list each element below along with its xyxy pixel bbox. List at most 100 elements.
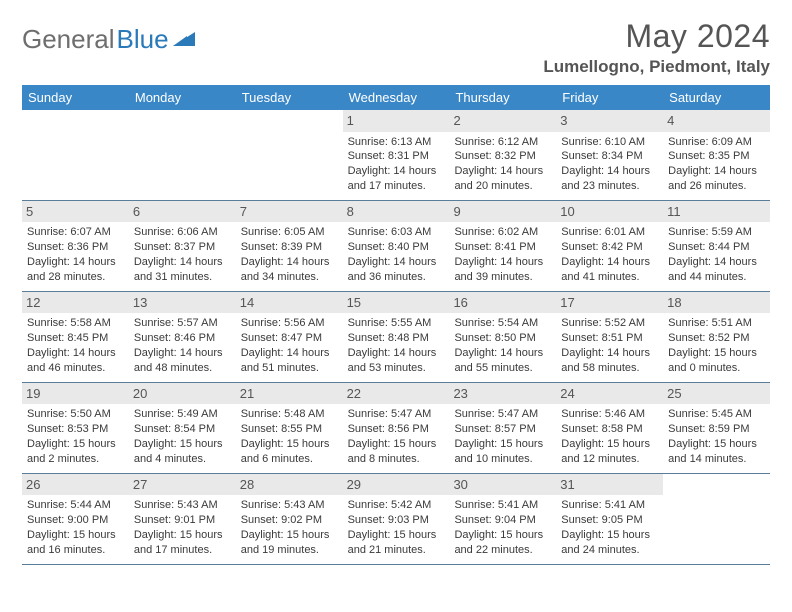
- logo-text-2: Blue: [117, 24, 169, 55]
- day-number: 30: [449, 474, 556, 496]
- day-number: 21: [236, 383, 343, 405]
- day-header: Tuesday: [236, 85, 343, 110]
- day-cell: 14Sunrise: 5:56 AMSunset: 8:47 PMDayligh…: [236, 292, 343, 382]
- calendar-page: GeneralBlue May 2024 Lumellogno, Piedmon…: [0, 0, 792, 575]
- logo-triangle-icon: [173, 28, 195, 51]
- week-row: 19Sunrise: 5:50 AMSunset: 8:53 PMDayligh…: [22, 383, 770, 474]
- day-number: 11: [663, 201, 770, 223]
- day-number: 19: [22, 383, 129, 405]
- day-info: Sunrise: 5:43 AMSunset: 9:01 PMDaylight:…: [134, 498, 231, 557]
- day-header: Monday: [129, 85, 236, 110]
- day-cell: 26Sunrise: 5:44 AMSunset: 9:00 PMDayligh…: [22, 474, 129, 564]
- day-number: 22: [343, 383, 450, 405]
- day-number: 10: [556, 201, 663, 223]
- day-cell: 10Sunrise: 6:01 AMSunset: 8:42 PMDayligh…: [556, 201, 663, 291]
- day-info: Sunrise: 6:03 AMSunset: 8:40 PMDaylight:…: [348, 225, 445, 284]
- day-info: Sunrise: 5:47 AMSunset: 8:56 PMDaylight:…: [348, 407, 445, 466]
- day-info: Sunrise: 5:56 AMSunset: 8:47 PMDaylight:…: [241, 316, 338, 375]
- day-info: Sunrise: 5:41 AMSunset: 9:04 PMDaylight:…: [454, 498, 551, 557]
- day-number: 20: [129, 383, 236, 405]
- day-number: 31: [556, 474, 663, 496]
- day-number: 28: [236, 474, 343, 496]
- day-info: Sunrise: 6:09 AMSunset: 8:35 PMDaylight:…: [668, 135, 765, 194]
- day-headers: SundayMondayTuesdayWednesdayThursdayFrid…: [22, 85, 770, 110]
- day-cell: [663, 474, 770, 564]
- day-cell: 29Sunrise: 5:42 AMSunset: 9:03 PMDayligh…: [343, 474, 450, 564]
- day-number: 15: [343, 292, 450, 314]
- day-number: 2: [449, 110, 556, 132]
- day-cell: [129, 110, 236, 200]
- day-cell: 1 Sunrise: 6:13 AMSunset: 8:31 PMDaylight…: [343, 110, 450, 200]
- day-number: 9: [449, 201, 556, 223]
- day-info: Sunrise: 6:13 AMSunset: 8:31 PMDaylight:…: [348, 135, 445, 194]
- day-number: 12: [22, 292, 129, 314]
- day-header: Wednesday: [343, 85, 450, 110]
- day-info: Sunrise: 5:47 AMSunset: 8:57 PMDaylight:…: [454, 407, 551, 466]
- week-row: 5Sunrise: 6:07 AMSunset: 8:36 PMDaylight…: [22, 201, 770, 292]
- day-info: Sunrise: 5:43 AMSunset: 9:02 PMDaylight:…: [241, 498, 338, 557]
- day-header: Friday: [556, 85, 663, 110]
- day-info: Sunrise: 5:52 AMSunset: 8:51 PMDaylight:…: [561, 316, 658, 375]
- day-cell: 12Sunrise: 5:58 AMSunset: 8:45 PMDayligh…: [22, 292, 129, 382]
- day-cell: 18Sunrise: 5:51 AMSunset: 8:52 PMDayligh…: [663, 292, 770, 382]
- day-cell: 28Sunrise: 5:43 AMSunset: 9:02 PMDayligh…: [236, 474, 343, 564]
- day-number: 14: [236, 292, 343, 314]
- day-cell: 20Sunrise: 5:49 AMSunset: 8:54 PMDayligh…: [129, 383, 236, 473]
- week-row: 1 Sunrise: 6:13 AMSunset: 8:31 PMDaylight…: [22, 110, 770, 201]
- day-header: Sunday: [22, 85, 129, 110]
- day-number: 25: [663, 383, 770, 405]
- day-cell: 4 Sunrise: 6:09 AMSunset: 8:35 PMDaylight…: [663, 110, 770, 200]
- day-info: Sunrise: 5:44 AMSunset: 9:00 PMDaylight:…: [27, 498, 124, 557]
- location: Lumellogno, Piedmont, Italy: [543, 57, 770, 77]
- day-cell: 2 Sunrise: 6:12 AMSunset: 8:32 PMDaylight…: [449, 110, 556, 200]
- weeks-container: 1 Sunrise: 6:13 AMSunset: 8:31 PMDaylight…: [22, 110, 770, 565]
- day-number: 23: [449, 383, 556, 405]
- day-cell: 6Sunrise: 6:06 AMSunset: 8:37 PMDaylight…: [129, 201, 236, 291]
- day-info: Sunrise: 6:07 AMSunset: 8:36 PMDaylight:…: [27, 225, 124, 284]
- day-number: 26: [22, 474, 129, 496]
- day-info: Sunrise: 5:59 AMSunset: 8:44 PMDaylight:…: [668, 225, 765, 284]
- day-cell: 5Sunrise: 6:07 AMSunset: 8:36 PMDaylight…: [22, 201, 129, 291]
- day-number: 3: [556, 110, 663, 132]
- week-row: 12Sunrise: 5:58 AMSunset: 8:45 PMDayligh…: [22, 292, 770, 383]
- day-cell: [22, 110, 129, 200]
- day-info: Sunrise: 6:12 AMSunset: 8:32 PMDaylight:…: [454, 135, 551, 194]
- header: GeneralBlue May 2024 Lumellogno, Piedmon…: [22, 18, 770, 77]
- day-cell: 13Sunrise: 5:57 AMSunset: 8:46 PMDayligh…: [129, 292, 236, 382]
- day-number: 4: [663, 110, 770, 132]
- day-info: Sunrise: 5:46 AMSunset: 8:58 PMDaylight:…: [561, 407, 658, 466]
- day-cell: [236, 110, 343, 200]
- day-cell: 21Sunrise: 5:48 AMSunset: 8:55 PMDayligh…: [236, 383, 343, 473]
- day-number: 1: [343, 110, 450, 132]
- day-cell: 19Sunrise: 5:50 AMSunset: 8:53 PMDayligh…: [22, 383, 129, 473]
- day-cell: 23Sunrise: 5:47 AMSunset: 8:57 PMDayligh…: [449, 383, 556, 473]
- day-info: Sunrise: 5:49 AMSunset: 8:54 PMDaylight:…: [134, 407, 231, 466]
- logo: GeneralBlue: [22, 24, 195, 55]
- day-cell: 25Sunrise: 5:45 AMSunset: 8:59 PMDayligh…: [663, 383, 770, 473]
- day-number: 5: [22, 201, 129, 223]
- day-number: 16: [449, 292, 556, 314]
- day-number: 18: [663, 292, 770, 314]
- day-cell: 31Sunrise: 5:41 AMSunset: 9:05 PMDayligh…: [556, 474, 663, 564]
- day-cell: 22Sunrise: 5:47 AMSunset: 8:56 PMDayligh…: [343, 383, 450, 473]
- day-info: Sunrise: 5:50 AMSunset: 8:53 PMDaylight:…: [27, 407, 124, 466]
- day-cell: 16Sunrise: 5:54 AMSunset: 8:50 PMDayligh…: [449, 292, 556, 382]
- day-number: 27: [129, 474, 236, 496]
- day-info: Sunrise: 5:51 AMSunset: 8:52 PMDaylight:…: [668, 316, 765, 375]
- day-info: Sunrise: 5:54 AMSunset: 8:50 PMDaylight:…: [454, 316, 551, 375]
- day-number: 7: [236, 201, 343, 223]
- day-cell: 9Sunrise: 6:02 AMSunset: 8:41 PMDaylight…: [449, 201, 556, 291]
- day-info: Sunrise: 6:02 AMSunset: 8:41 PMDaylight:…: [454, 225, 551, 284]
- day-info: Sunrise: 6:05 AMSunset: 8:39 PMDaylight:…: [241, 225, 338, 284]
- day-cell: 7Sunrise: 6:05 AMSunset: 8:39 PMDaylight…: [236, 201, 343, 291]
- day-cell: 3Sunrise: 6:10 AMSunset: 8:34 PMDaylight…: [556, 110, 663, 200]
- day-cell: 15Sunrise: 5:55 AMSunset: 8:48 PMDayligh…: [343, 292, 450, 382]
- calendar: SundayMondayTuesdayWednesdayThursdayFrid…: [22, 85, 770, 565]
- day-cell: 24Sunrise: 5:46 AMSunset: 8:58 PMDayligh…: [556, 383, 663, 473]
- day-cell: 11Sunrise: 5:59 AMSunset: 8:44 PMDayligh…: [663, 201, 770, 291]
- day-number: 8: [343, 201, 450, 223]
- day-info: Sunrise: 5:58 AMSunset: 8:45 PMDaylight:…: [27, 316, 124, 375]
- day-cell: 30Sunrise: 5:41 AMSunset: 9:04 PMDayligh…: [449, 474, 556, 564]
- day-info: Sunrise: 5:55 AMSunset: 8:48 PMDaylight:…: [348, 316, 445, 375]
- day-number: 6: [129, 201, 236, 223]
